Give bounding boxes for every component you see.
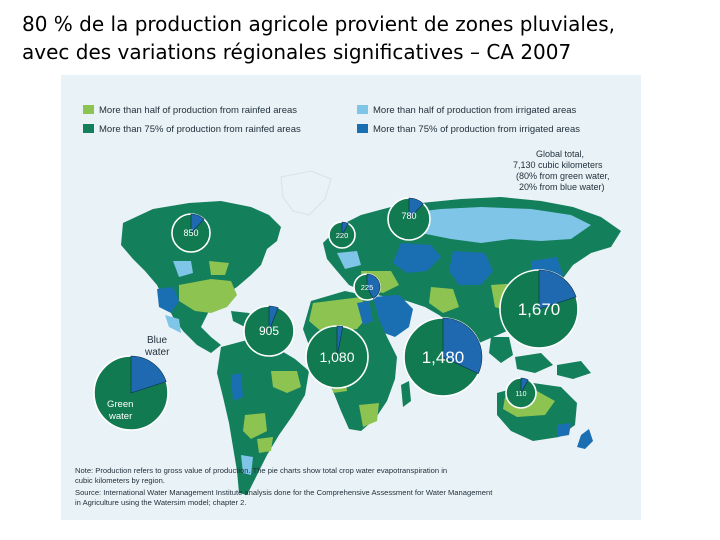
pie-middle-east: 225 bbox=[353, 273, 381, 301]
pie-label-latin-america: 905 bbox=[259, 324, 279, 338]
global-total-line-3: (80% from green water, bbox=[516, 171, 610, 181]
pie-europe: 220 bbox=[328, 221, 356, 249]
pie-europe-blue-slice bbox=[341, 221, 349, 236]
world-map-svg: More than half of production from rainfe… bbox=[61, 75, 641, 520]
note-line-2: cubic kilometers by region. bbox=[75, 476, 165, 485]
pie-north-america: 850 bbox=[171, 213, 211, 253]
pie-east-asia-blue-slice bbox=[538, 269, 577, 310]
world-map-figure: More than half of production from rainfe… bbox=[61, 75, 641, 520]
key-pie-blue-label-line-2: water bbox=[144, 347, 170, 358]
pie-label-russia-central-asia: 780 bbox=[401, 211, 416, 221]
pie-oceania-blue-slice bbox=[520, 377, 529, 394]
global-total-line-2: 7,130 cubic kilometers bbox=[513, 160, 603, 170]
legend-label-rainfed-half: More than half of production from rainfe… bbox=[99, 105, 297, 116]
greenland-landmass bbox=[280, 170, 332, 216]
pie-russia-central-asia-blue-slice bbox=[408, 197, 424, 220]
pie-label-europe: 220 bbox=[336, 231, 349, 240]
pies-layer: 850 220 780 225 905 1,080 1,480 1,670 110 bbox=[93, 197, 579, 431]
pie-latin-america-blue-slice bbox=[268, 305, 279, 332]
pie-label-east-asia: 1,670 bbox=[518, 300, 561, 319]
legend-swatch-rainfed-75 bbox=[83, 124, 94, 133]
slide-title-line-2: avec des variations régionales significa… bbox=[22, 40, 572, 64]
note-line-3: Source: International Water Management I… bbox=[75, 488, 493, 497]
pie-oceania: 110 bbox=[505, 377, 537, 409]
pie-south-asia-blue-slice bbox=[442, 317, 483, 375]
note-line-4: in Agriculture using the Watersim model;… bbox=[75, 498, 247, 507]
south-america-landmass bbox=[217, 339, 309, 495]
pie-sub-saharan-africa: 1,080 bbox=[305, 325, 369, 389]
madagascar-landmass bbox=[401, 381, 411, 407]
slide-title: 80 % de la production agricole provient … bbox=[22, 10, 712, 66]
key-pie-blue-label-line-1: Blue bbox=[147, 335, 167, 346]
pie-label-south-asia: 1,480 bbox=[422, 348, 465, 367]
global-total-line-4: 20% from blue water) bbox=[519, 182, 605, 192]
new-zealand-landmass bbox=[577, 429, 593, 449]
key-pie bbox=[93, 355, 169, 431]
pie-label-middle-east: 225 bbox=[361, 283, 374, 292]
key-pie-green-label-line-2: water bbox=[108, 411, 132, 422]
pie-label-sub-saharan-africa: 1,080 bbox=[319, 349, 354, 365]
legend-label-irrigated-75: More than 75% of production from irrigat… bbox=[373, 124, 580, 135]
slide-title-line-1: 80 % de la production agricole provient … bbox=[22, 12, 615, 36]
pie-north-america-blue-slice bbox=[190, 213, 205, 234]
legend-swatch-irrigated-half bbox=[357, 105, 368, 114]
pie-russia-central-asia: 780 bbox=[387, 197, 431, 241]
pie-sub-saharan-africa-blue-slice bbox=[336, 325, 344, 358]
pie-middle-east-blue-slice bbox=[366, 273, 381, 299]
key-pie-green-label-line-1: Green bbox=[107, 399, 133, 410]
note-line-1: Note: Production refers to gross value o… bbox=[75, 466, 447, 475]
legend-label-irrigated-half: More than half of production from irriga… bbox=[373, 105, 577, 116]
pie-east-asia: 1,670 bbox=[499, 269, 579, 349]
pie-south-asia: 1,480 bbox=[403, 317, 483, 397]
pie-latin-america: 905 bbox=[243, 305, 295, 357]
pie-label-north-america: 850 bbox=[183, 228, 198, 238]
pie-label-oceania: 110 bbox=[515, 391, 526, 398]
legend-swatch-irrigated-75 bbox=[357, 124, 368, 133]
legend-label-rainfed-75: More than 75% of production from rainfed… bbox=[99, 124, 301, 135]
key-pie-blue-slice bbox=[130, 355, 167, 394]
global-total-line-1: Global total, bbox=[536, 149, 584, 159]
legend-swatch-rainfed-half bbox=[83, 105, 94, 114]
